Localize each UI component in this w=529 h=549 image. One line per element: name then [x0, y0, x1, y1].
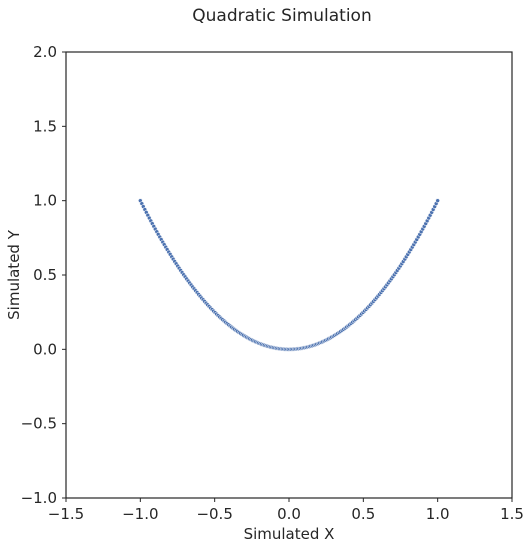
y-tick-label: 1.0 [33, 192, 57, 210]
y-tick-label: 0.0 [33, 340, 57, 358]
x-tick-label: −0.5 [196, 505, 232, 523]
x-tick-label: 1.5 [500, 505, 524, 523]
x-tick-label: −1.0 [122, 505, 158, 523]
x-axis-label: Simulated X [244, 525, 335, 543]
y-tick-label: −0.5 [21, 415, 57, 433]
x-tick-label: 1.0 [426, 505, 450, 523]
y-tick-label: 1.5 [33, 117, 57, 135]
x-tick-label: 0.5 [351, 505, 375, 523]
x-tick-label: 0.0 [277, 505, 301, 523]
y-tick-label: 2.0 [33, 43, 57, 61]
y-axis-label: Simulated Y [5, 229, 23, 320]
scatter-point [435, 198, 440, 203]
x-axis-ticks: −1.5 −1.0 −0.5 0.0 0.5 1.0 1.5 [48, 498, 524, 523]
scatter-points [138, 198, 440, 352]
y-axis-ticks: −1.0 −0.5 0.0 0.5 1.0 1.5 2.0 [21, 43, 66, 507]
chart-title: Quadratic Simulation [192, 6, 371, 26]
y-tick-label: −1.0 [21, 489, 57, 507]
plot-frame [65, 51, 513, 499]
x-tick-label: −1.5 [48, 505, 84, 523]
y-tick-label: 0.5 [33, 266, 57, 284]
